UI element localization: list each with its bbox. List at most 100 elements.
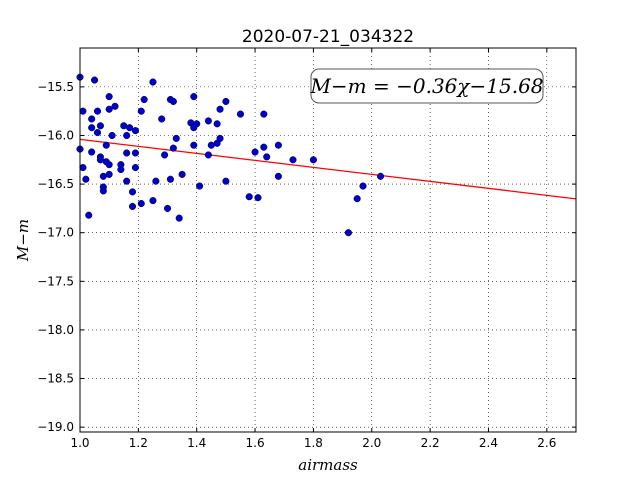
data-point <box>204 151 212 159</box>
data-point <box>152 177 160 185</box>
annotation-text: M−m = −0.36χ−15.68 <box>309 74 543 98</box>
data-point <box>309 156 317 164</box>
data-point <box>149 197 157 205</box>
data-point <box>274 141 282 149</box>
data-point <box>172 134 180 142</box>
y-axis-label: M−m <box>14 219 32 262</box>
x-tick-label: 2.4 <box>479 436 498 450</box>
data-point <box>128 202 137 211</box>
chart-title: 2020-07-21_034322 <box>242 27 414 47</box>
data-point <box>123 131 131 140</box>
data-point <box>222 177 230 185</box>
data-point <box>93 107 102 115</box>
plot-frame <box>79 47 577 433</box>
data-point <box>123 177 131 185</box>
data-point <box>222 97 230 106</box>
x-axis-label: airmass <box>298 456 358 474</box>
data-point <box>117 161 125 169</box>
data-point <box>128 188 137 196</box>
data-point <box>82 175 90 183</box>
data-point <box>131 149 139 157</box>
y-tick-label: −16.5 <box>37 177 74 191</box>
data-point <box>359 182 367 190</box>
data-point <box>190 93 198 101</box>
data-point <box>108 131 116 140</box>
y-tick-label: −16.0 <box>37 128 74 142</box>
data-point <box>88 124 96 132</box>
y-tick-label: −18.5 <box>37 372 74 386</box>
data-points <box>76 73 385 237</box>
data-point <box>178 170 186 178</box>
x-tick-label: 2.6 <box>537 436 556 450</box>
data-point <box>79 164 87 172</box>
y-tick-label: −17.5 <box>37 274 74 288</box>
data-point <box>105 93 113 101</box>
data-point <box>166 175 174 183</box>
data-point <box>149 78 157 86</box>
data-point <box>140 95 148 104</box>
data-point <box>260 143 268 151</box>
data-point <box>102 141 110 149</box>
data-point <box>79 107 87 115</box>
data-point <box>91 76 99 84</box>
data-point <box>96 122 104 130</box>
data-point <box>131 164 139 172</box>
grid-lines <box>79 48 576 432</box>
data-point <box>204 117 212 125</box>
x-tick-label: 2.0 <box>362 436 381 450</box>
data-point <box>196 182 204 190</box>
data-point <box>376 172 385 180</box>
data-point <box>137 107 145 115</box>
data-point <box>161 151 169 159</box>
data-point <box>85 211 93 219</box>
data-point <box>158 115 166 123</box>
data-point <box>213 120 221 128</box>
data-point <box>263 153 271 161</box>
data-point <box>289 156 297 164</box>
data-point <box>260 110 268 118</box>
data-point <box>216 105 224 113</box>
data-point <box>190 124 198 132</box>
data-point <box>111 102 119 110</box>
fit-annotation: M−m = −0.36χ−15.68 <box>309 68 544 104</box>
data-point <box>99 172 107 180</box>
data-point <box>213 139 221 147</box>
annotation-box <box>310 68 544 104</box>
x-tick-label: 1.4 <box>187 436 206 450</box>
data-point <box>190 141 198 149</box>
x-tick-label: 2.2 <box>421 436 440 450</box>
data-point <box>169 97 177 106</box>
y-tick-label: −19.0 <box>37 420 74 434</box>
x-tick-label: 1.8 <box>304 436 323 450</box>
data-point <box>88 115 96 123</box>
fit-line <box>79 138 577 200</box>
data-point <box>137 199 145 208</box>
data-point <box>274 172 282 180</box>
data-point <box>251 148 259 156</box>
data-point <box>126 124 134 132</box>
axis-ticks: 1.0 1.2 1.4 1.6 1.8 2.0 2.2 2.4 2.6 −15.5 −16.0 −16… <box>37 48 576 450</box>
data-point <box>88 148 96 156</box>
data-point <box>163 204 172 212</box>
y-tick-label: −18.0 <box>37 323 74 337</box>
data-point <box>175 214 183 222</box>
data-point <box>245 193 253 201</box>
data-point <box>254 194 262 202</box>
data-point <box>105 161 113 169</box>
data-point <box>169 144 177 152</box>
x-tick-label: 1.0 <box>70 436 89 450</box>
data-point <box>99 187 107 195</box>
data-point <box>344 229 352 237</box>
y-tick-label: −15.5 <box>37 80 74 94</box>
data-point <box>93 129 102 137</box>
data-point <box>123 149 131 157</box>
data-point <box>105 105 113 113</box>
x-tick-label: 1.2 <box>129 436 148 450</box>
fit-line-layer <box>79 138 577 200</box>
data-point <box>236 110 245 118</box>
y-tick-label: −17.0 <box>37 226 74 240</box>
x-tick-label: 1.6 <box>246 436 265 450</box>
data-point <box>353 195 361 203</box>
data-point <box>131 127 139 135</box>
